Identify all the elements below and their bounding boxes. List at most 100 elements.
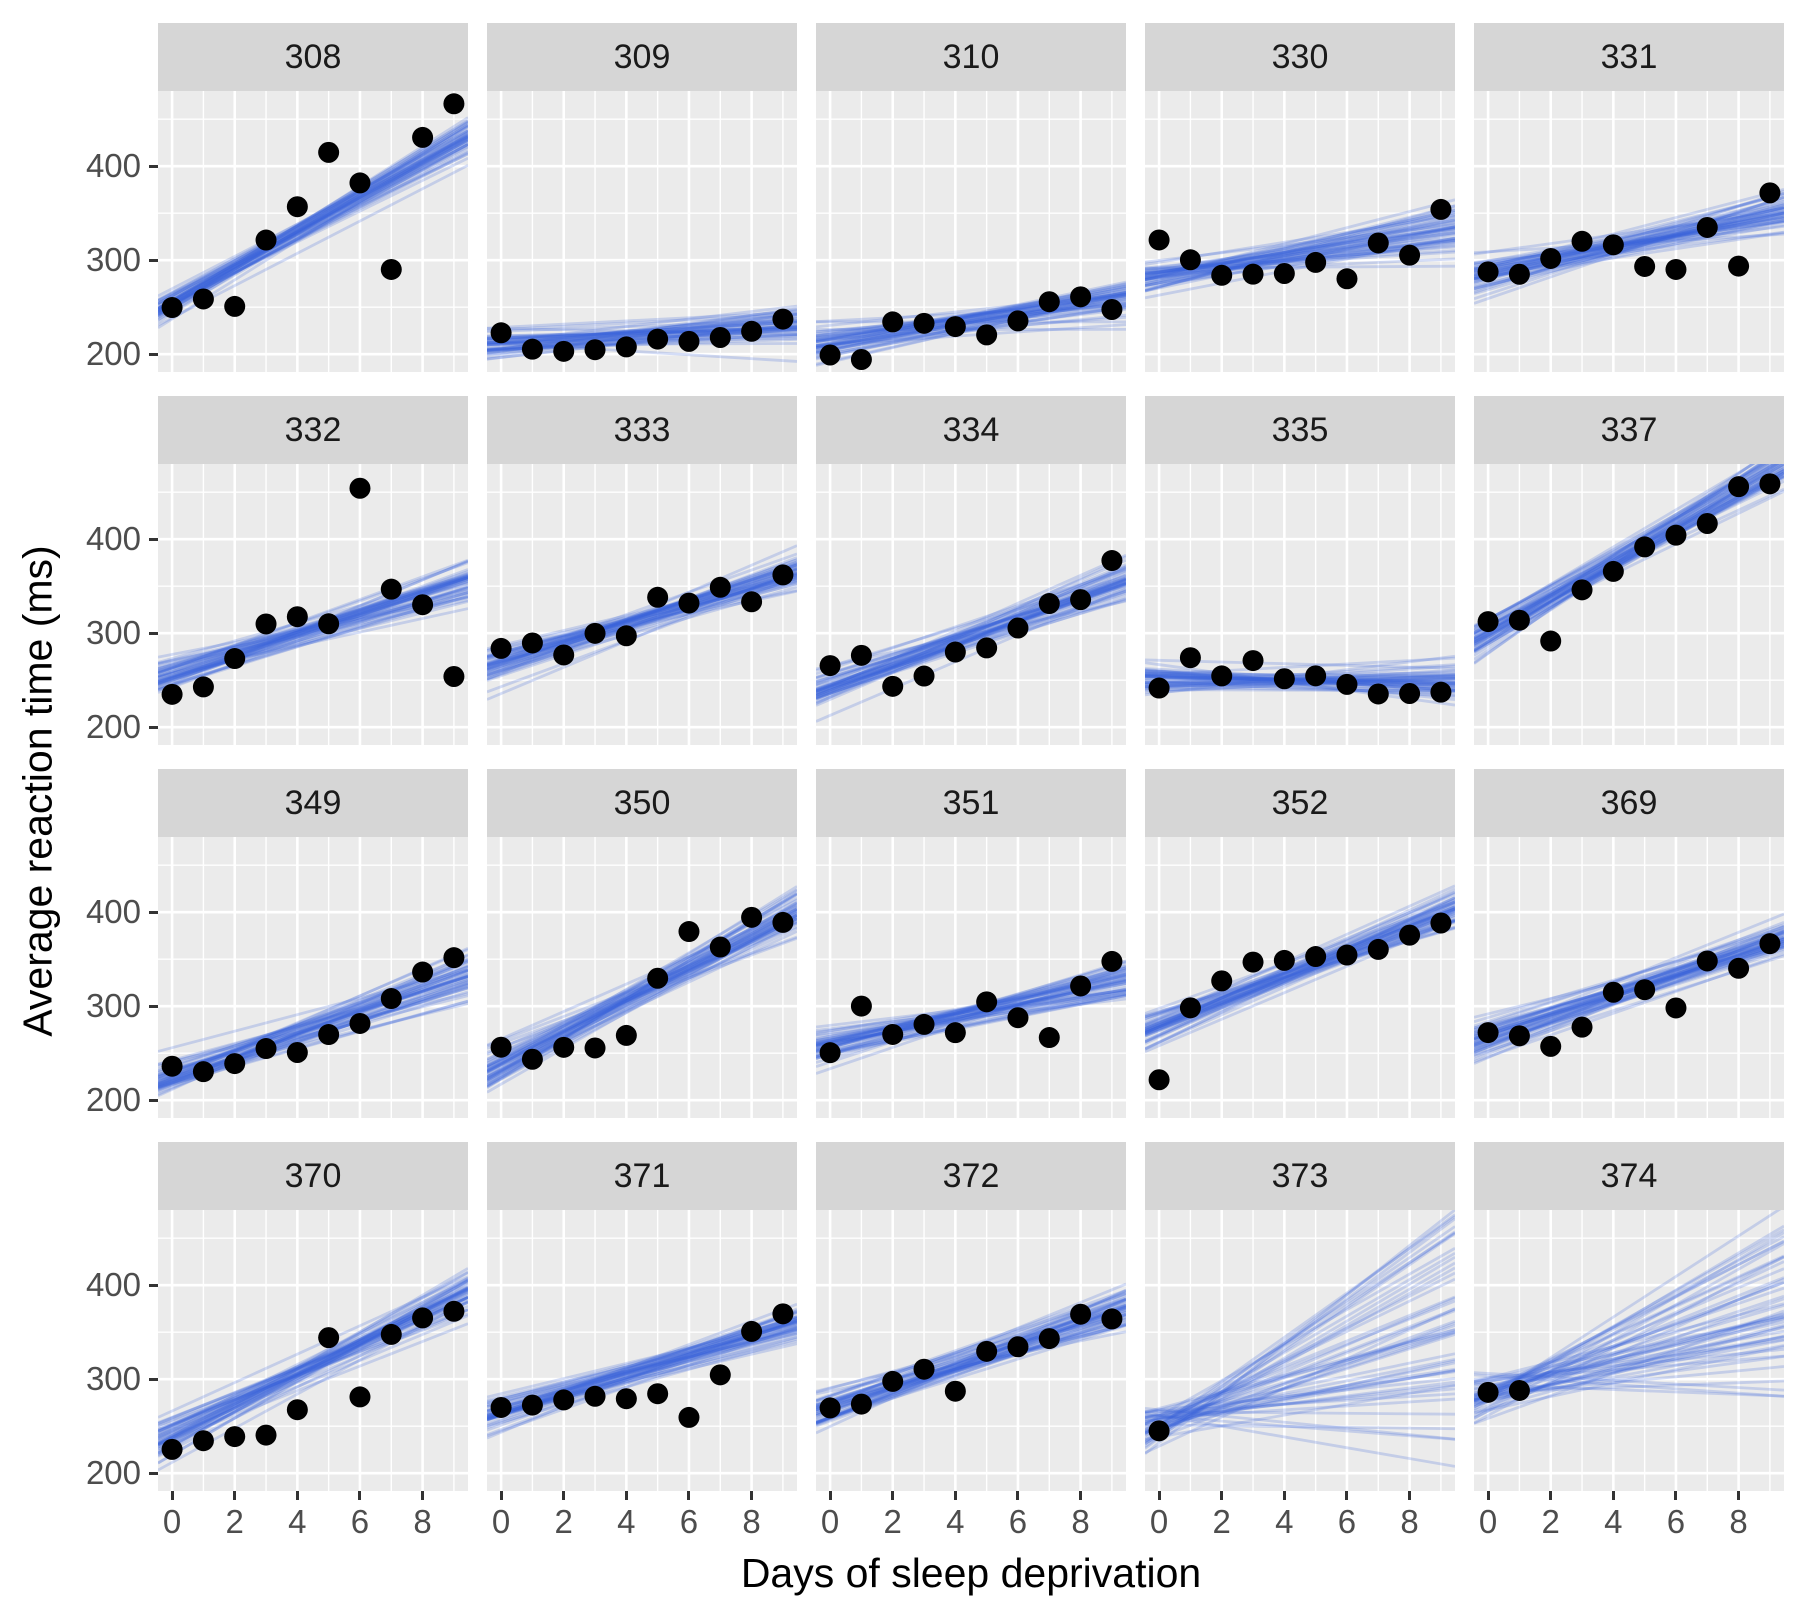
fit-line (1145, 1410, 1455, 1416)
fit-line (1145, 225, 1455, 281)
facet-panel (158, 837, 468, 1118)
scatter-point (584, 622, 606, 644)
fit-line (1145, 891, 1455, 1044)
fit-line (158, 116, 468, 316)
x-tick-label: 0 (162, 1503, 182, 1540)
scatter-point (380, 258, 402, 280)
fit-line (158, 141, 468, 307)
fit-line (1145, 673, 1455, 687)
scatter-point (1038, 291, 1060, 313)
scatter-point (882, 675, 904, 697)
fit-line (1145, 1361, 1455, 1429)
fit-line (158, 1308, 468, 1431)
fit-line (1145, 896, 1455, 1045)
fit-line (158, 576, 468, 684)
fit-line (1145, 1423, 1455, 1431)
x-axis-tick (828, 1491, 832, 1500)
panel-background (816, 1210, 1126, 1491)
facet-strip-label: 331 (1600, 37, 1658, 76)
fit-line (1145, 667, 1455, 688)
fit-line (487, 544, 797, 681)
y-axis-tick (149, 1377, 158, 1381)
scatter-point (1759, 182, 1781, 204)
fit-line (158, 960, 468, 1084)
fit-line (1145, 210, 1455, 292)
fit-line (1145, 1384, 1455, 1441)
fit-line (816, 1323, 1126, 1411)
scatter-point (913, 312, 935, 334)
fit-line (1474, 1315, 1784, 1387)
x-axis-tick (1611, 1491, 1615, 1500)
fit-line (1474, 216, 1784, 267)
fit-line (816, 593, 1126, 688)
scatter-point (882, 1370, 904, 1392)
facet-strip: 334 (816, 396, 1126, 464)
facet-strip-label: 333 (613, 410, 671, 449)
scatter-point (976, 1340, 998, 1362)
fit-line (487, 573, 797, 675)
fit-line (1474, 198, 1784, 277)
fit-line (158, 574, 468, 683)
facet-strip-label: 352 (1271, 783, 1329, 822)
x-tick-label: 4 (1275, 1503, 1294, 1540)
scatter-point (850, 995, 872, 1017)
fit-line (816, 563, 1126, 693)
panel-background (487, 837, 797, 1118)
fit-line (816, 988, 1126, 1029)
fit-line (487, 898, 797, 1065)
fit-line (158, 143, 468, 310)
x-axis-tick (687, 1491, 691, 1500)
fit-line (487, 902, 797, 1068)
fit-line (1145, 1225, 1455, 1440)
scatter-point (553, 644, 575, 666)
scatter-point (1602, 560, 1624, 582)
scatter-point (1038, 1328, 1060, 1350)
fit-line (1145, 232, 1455, 283)
fit-line (816, 997, 1126, 1038)
fit-line-draws (1145, 1210, 1455, 1468)
fit-line (1474, 209, 1784, 256)
fit-line (1474, 925, 1784, 1028)
scatter-point (412, 594, 434, 616)
x-tick-label: 2 (883, 1503, 902, 1540)
scatter-point (1430, 681, 1452, 703)
fit-line (1145, 1266, 1455, 1443)
fit-line (1145, 225, 1455, 287)
fit-line (158, 975, 468, 1068)
fit-line (816, 303, 1126, 324)
scatter-point (584, 1385, 606, 1407)
fit-line (158, 143, 468, 306)
fit-line (158, 135, 468, 315)
fit-line (1145, 674, 1455, 685)
fit-line (816, 302, 1126, 338)
scatter-point (1665, 997, 1687, 1019)
fit-line (158, 134, 468, 298)
facet-strip-label: 369 (1600, 783, 1658, 822)
fit-line (1145, 900, 1455, 1050)
fit-line (487, 920, 797, 1063)
scatter-point (521, 338, 543, 360)
fit-line (158, 151, 468, 313)
x-axis-tick (1016, 1491, 1020, 1500)
fit-line (1474, 1347, 1784, 1381)
fit-line (1145, 677, 1455, 688)
panel-background (1145, 91, 1455, 372)
fit-line (1145, 673, 1455, 695)
x-tick-label: 0 (491, 1503, 511, 1540)
facet-panel (1145, 837, 1455, 1118)
fit-line (816, 992, 1126, 1057)
fit-line (487, 563, 797, 671)
scatter-point (1101, 550, 1123, 572)
fit-line (816, 564, 1126, 697)
fit-line (1145, 237, 1455, 284)
fit-line (1145, 1324, 1455, 1434)
fit-line (158, 137, 468, 302)
facet-strip-label: 374 (1600, 1156, 1658, 1195)
fit-line (487, 575, 797, 669)
scatter-point (1634, 536, 1656, 558)
scatter-point (913, 1013, 935, 1035)
fit-line (816, 992, 1126, 1054)
x-axis-tick (750, 1491, 754, 1500)
x-tick-label: 2 (1541, 1503, 1560, 1540)
fit-line (816, 304, 1126, 357)
